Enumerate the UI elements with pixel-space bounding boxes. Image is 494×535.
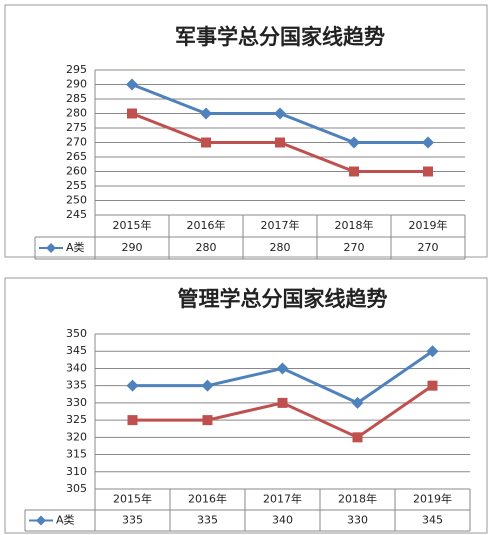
y-tick-label: 315 — [66, 448, 87, 461]
marker — [200, 107, 212, 120]
x-tick-label: 2017年 — [261, 218, 300, 232]
chart: 军事学总分国家线趋势245250255260265270275280285290… — [4, 4, 488, 260]
y-tick-label: 285 — [66, 92, 87, 105]
marker — [427, 380, 438, 391]
y-tick-label: 320 — [66, 430, 87, 443]
y-tick-label: 345 — [66, 344, 87, 357]
marker — [422, 136, 434, 149]
chart-border — [4, 4, 488, 258]
x-tick-label: 2015年 — [113, 492, 152, 506]
marker — [423, 166, 433, 177]
marker — [426, 345, 439, 358]
x-tick-label: 2018年 — [338, 492, 377, 506]
chart-title: 军事学总分国家线趋势 — [175, 25, 385, 49]
table-value: 290 — [122, 241, 143, 254]
legend-label: A类 — [56, 513, 75, 527]
y-tick-label: 350 — [66, 327, 87, 340]
y-tick-label: 265 — [66, 150, 87, 163]
marker — [274, 107, 286, 120]
series-line — [132, 384, 434, 440]
marker — [201, 379, 214, 392]
table-value: 270 — [344, 241, 365, 254]
series-line — [132, 349, 434, 405]
x-tick-label: 2019年 — [413, 492, 452, 506]
y-tick-label: 250 — [66, 194, 87, 207]
y-tick-label: 270 — [66, 136, 87, 149]
marker — [202, 415, 213, 426]
y-tick-label: 340 — [66, 361, 87, 374]
marker — [127, 108, 137, 119]
marker — [276, 362, 289, 375]
marker — [352, 432, 363, 443]
marker — [126, 379, 139, 392]
x-tick-label: 2018年 — [335, 218, 374, 232]
table-value: 340 — [272, 514, 293, 527]
legend-marker — [46, 243, 56, 253]
y-tick-label: 260 — [66, 165, 87, 178]
marker — [351, 396, 364, 409]
marker — [126, 78, 138, 91]
y-tick-label: 325 — [66, 413, 87, 426]
chart-border — [4, 277, 488, 534]
marker — [349, 166, 359, 177]
table-value: 280 — [270, 241, 291, 254]
marker — [348, 136, 360, 149]
marker — [201, 137, 211, 148]
table-value: 270 — [418, 241, 439, 254]
marker — [277, 397, 288, 408]
y-tick-label: 255 — [66, 179, 87, 192]
y-tick-label: 330 — [66, 396, 87, 409]
y-tick-label: 275 — [66, 121, 87, 134]
y-tick-label: 290 — [66, 78, 87, 91]
x-tick-label: 2016年 — [187, 218, 226, 232]
marker — [127, 415, 138, 426]
table-value: 335 — [122, 514, 143, 527]
table-value: 345 — [422, 514, 443, 527]
x-tick-label: 2019年 — [409, 218, 448, 232]
legend-label: A类 — [66, 240, 85, 254]
chart: 管理学总分国家线趋势 305 310 315 320 325 330 335 340 345 350… — [4, 277, 488, 534]
marker — [275, 137, 285, 148]
x-tick-label: 2016年 — [188, 492, 227, 506]
y-tick-label: 295 — [66, 63, 87, 76]
y-tick-label: 310 — [66, 465, 87, 478]
y-tick-label: 335 — [66, 379, 87, 392]
y-tick-label: 305 — [66, 482, 87, 495]
y-tick-label: 280 — [66, 107, 87, 120]
x-tick-label: 2017年 — [263, 492, 302, 506]
table-value: 330 — [347, 514, 368, 527]
table-value: 280 — [196, 241, 217, 254]
table-value: 335 — [197, 514, 218, 527]
x-tick-label: 2015年 — [113, 218, 152, 232]
chart-title: 管理学总分国家线趋势 — [178, 287, 388, 311]
legend-marker — [36, 515, 46, 526]
y-tick-label: 245 — [66, 208, 87, 221]
